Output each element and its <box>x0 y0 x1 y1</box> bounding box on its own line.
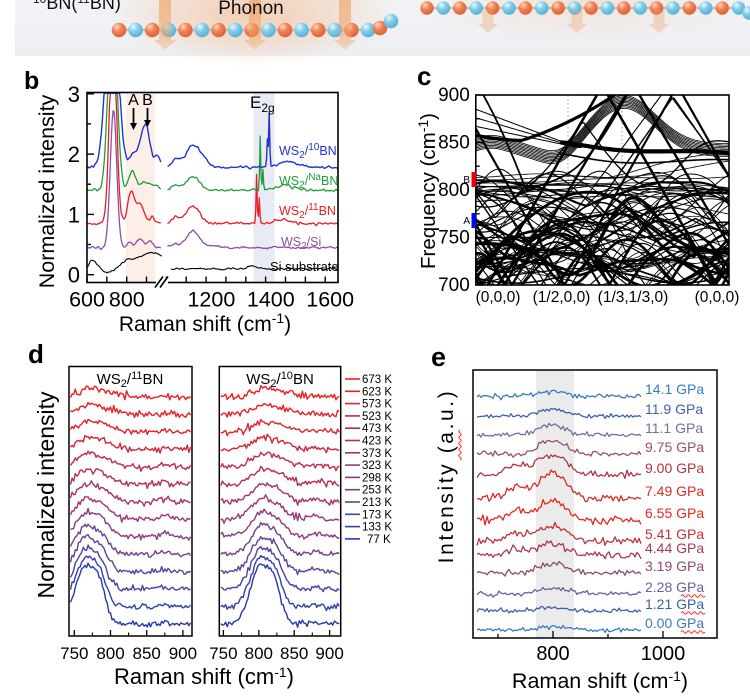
svg-text:Normalized intensity: Normalized intensity <box>33 391 59 599</box>
svg-text:900: 900 <box>169 644 197 663</box>
svg-text:850: 850 <box>438 133 470 154</box>
svg-text:7.49 GPa: 7.49 GPa <box>645 483 704 499</box>
svg-text:(0,0,0): (0,0,0) <box>695 289 740 306</box>
svg-text:750: 750 <box>60 644 88 663</box>
svg-text:750: 750 <box>438 228 470 249</box>
svg-text:6.55 GPa: 6.55 GPa <box>645 505 704 521</box>
svg-text:WS2/11BN: WS2/11BN <box>97 370 164 390</box>
svg-text:Intensity (a.u.): Intensity (a.u.) <box>435 389 458 564</box>
svg-text:253 K: 253 K <box>362 485 392 497</box>
svg-text:900: 900 <box>438 85 470 106</box>
svg-text:WS2/Si: WS2/Si <box>281 235 321 252</box>
svg-text:WS2/11BN: WS2/11BN <box>279 202 336 221</box>
svg-text:373 K: 373 K <box>362 448 392 460</box>
svg-text:800: 800 <box>96 644 124 663</box>
svg-text:800: 800 <box>109 288 145 312</box>
svg-text:323 K: 323 K <box>362 460 392 472</box>
svg-text:9.75 GPa: 9.75 GPa <box>645 439 704 455</box>
svg-text:9.00 GPa: 9.00 GPa <box>645 460 704 476</box>
svg-text:673 K: 673 K <box>362 374 392 386</box>
svg-text:B: B <box>463 175 470 186</box>
svg-text:0.00 GPa: 0.00 GPa <box>645 615 704 631</box>
svg-text:11.1 GPa: 11.1 GPa <box>645 420 703 436</box>
svg-text:b: b <box>24 67 39 95</box>
svg-text:173 K: 173 K <box>362 509 392 521</box>
svg-text:Normalized intensity: Normalized intensity <box>35 94 59 288</box>
svg-text:700: 700 <box>438 275 470 296</box>
svg-text:750: 750 <box>209 644 237 663</box>
svg-text:850: 850 <box>133 644 161 663</box>
svg-text:573 K: 573 K <box>362 399 392 411</box>
svg-text:3: 3 <box>68 82 80 107</box>
svg-text:623 K: 623 K <box>362 386 392 398</box>
svg-text:600: 600 <box>69 288 105 312</box>
svg-text:(0,0,0): (0,0,0) <box>476 289 521 306</box>
svg-text:Raman shift (cm-1): Raman shift (cm-1) <box>512 668 688 693</box>
svg-text:14.1 GPa: 14.1 GPa <box>645 381 704 397</box>
svg-text:Frequency (cm-1): Frequency (cm-1) <box>415 113 440 269</box>
svg-text:WS2/10BN: WS2/10BN <box>279 142 337 161</box>
svg-text:Si substrate: Si substrate <box>270 259 339 274</box>
svg-text:WS2/10BN: WS2/10BN <box>246 370 314 390</box>
svg-text:1200: 1200 <box>187 288 235 312</box>
svg-text:WS2/NaBN: WS2/NaBN <box>279 172 338 191</box>
svg-text:Raman shift (cm-1): Raman shift (cm-1) <box>114 664 294 689</box>
svg-text:A: A <box>463 216 470 227</box>
svg-text:Phonon: Phonon <box>218 0 284 19</box>
svg-text:800: 800 <box>245 644 273 663</box>
svg-text:B: B <box>142 92 153 109</box>
svg-text:1.21 GPa: 1.21 GPa <box>645 596 704 612</box>
svg-text:423 K: 423 K <box>362 436 392 448</box>
svg-text:5.41 GPa: 5.41 GPa <box>645 526 704 542</box>
svg-text:(1/2,0,0): (1/2,0,0) <box>533 289 591 306</box>
svg-text:77 K: 77 K <box>367 534 391 546</box>
svg-text:Raman shift (cm-1): Raman shift (cm-1) <box>119 310 291 336</box>
svg-text:A: A <box>128 92 139 109</box>
svg-text:298 K: 298 K <box>362 472 392 484</box>
svg-text:1400: 1400 <box>247 288 295 312</box>
svg-text:1000: 1000 <box>641 643 686 665</box>
svg-text:3.19 GPa: 3.19 GPa <box>645 558 704 574</box>
svg-text:4.44 GPa: 4.44 GPa <box>645 540 704 556</box>
svg-text:10BN(11BN): 10BN(11BN) <box>33 0 121 13</box>
svg-text:133 K: 133 K <box>362 522 392 534</box>
svg-text:800: 800 <box>536 643 569 665</box>
svg-text:2.28 GPa: 2.28 GPa <box>645 579 704 595</box>
svg-text:523 K: 523 K <box>362 411 392 423</box>
svg-text:e: e <box>431 342 446 372</box>
svg-text:850: 850 <box>280 644 308 663</box>
svg-text:0: 0 <box>68 263 80 288</box>
svg-text:11.9 GPa: 11.9 GPa <box>645 401 703 417</box>
svg-text:473 K: 473 K <box>362 423 392 435</box>
svg-text:d: d <box>28 339 44 369</box>
svg-text:213 K: 213 K <box>362 497 392 509</box>
svg-text:1: 1 <box>68 202 80 227</box>
svg-text:c: c <box>417 61 431 91</box>
svg-text:2: 2 <box>68 142 80 167</box>
svg-text:800: 800 <box>438 180 470 201</box>
svg-text:(1/3,1/3,0): (1/3,1/3,0) <box>598 289 669 306</box>
svg-text:900: 900 <box>315 644 343 663</box>
svg-text:1600: 1600 <box>306 288 354 312</box>
